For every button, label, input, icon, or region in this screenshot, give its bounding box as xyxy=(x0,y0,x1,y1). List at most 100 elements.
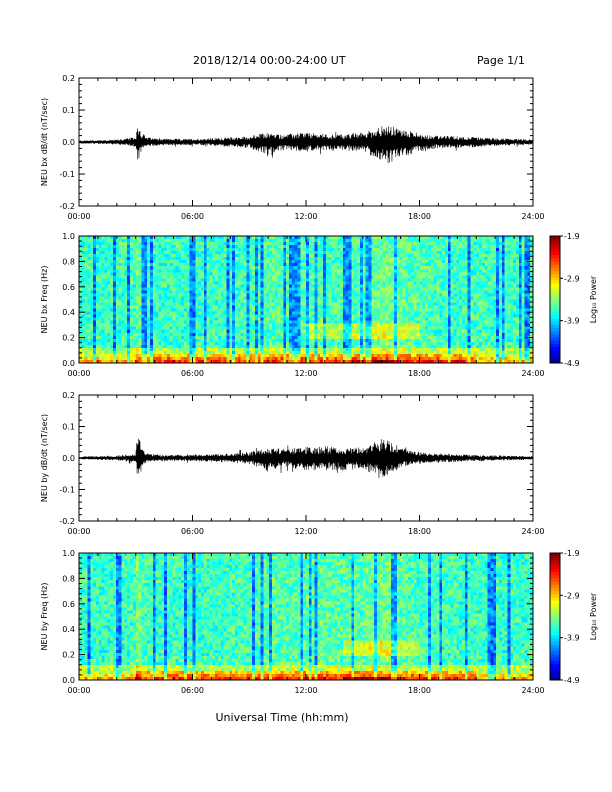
colorbar-swatch xyxy=(550,581,560,586)
x-tick-label: 24:00 xyxy=(521,527,544,536)
colorbar-swatch xyxy=(550,603,560,608)
spectrogram-cells xyxy=(79,236,534,364)
colorbar-swatch xyxy=(550,594,560,598)
colorbar-swatch xyxy=(550,556,560,560)
colorbar-swatch xyxy=(550,572,560,576)
y-tick-label: 0.0 xyxy=(62,676,75,685)
y-axis-label: NEU by Freq (Hz) xyxy=(40,583,49,651)
y-tick-label: 0.2 xyxy=(62,391,75,400)
colorbar-tick-label: -3.9 xyxy=(564,317,580,326)
colorbar-tick-label: -1.9 xyxy=(564,549,580,558)
colorbar-swatch xyxy=(550,350,560,354)
y-axis-label: NEU by dB/dt (nT/sec) xyxy=(40,414,49,502)
spectrogram-cells xyxy=(79,553,534,681)
y-tick-label: 0.6 xyxy=(62,600,75,609)
colorbar-swatch xyxy=(550,334,560,338)
colorbar-swatch xyxy=(550,606,560,611)
x-tick-label: 12:00 xyxy=(294,527,317,536)
colorbar-frame xyxy=(549,235,561,364)
colorbar-swatch xyxy=(550,568,560,573)
colorbar-swatch xyxy=(550,575,560,579)
colorbar-swatch xyxy=(550,654,560,659)
y-tick-label: 0.1 xyxy=(62,106,75,115)
colorbar-swatch xyxy=(550,565,560,570)
colorbar-swatch xyxy=(550,638,560,643)
x-tick-label: 12:00 xyxy=(294,212,317,221)
x-tick-label: 18:00 xyxy=(408,212,431,221)
x-tick-label: 18:00 xyxy=(408,369,431,378)
y-axis-label: NEU bx dB/dt (nT/sec) xyxy=(40,98,49,186)
colorbar-tick-label: -4.9 xyxy=(564,676,580,685)
colorbar-swatch xyxy=(550,347,560,351)
y-tick-label: 0.1 xyxy=(62,423,75,432)
colorbar-swatch xyxy=(550,353,560,358)
colorbar-swatch xyxy=(550,622,560,627)
colorbar-swatch xyxy=(550,562,560,567)
colorbar-swatch xyxy=(550,657,560,662)
colorbar-swatch xyxy=(550,553,560,557)
colorbar-swatch xyxy=(550,239,560,243)
colorbar-swatch xyxy=(550,242,560,246)
colorbar-swatch xyxy=(550,667,560,671)
colorbar-swatch xyxy=(550,616,560,621)
colorbar-swatch xyxy=(550,559,560,563)
colorbar-swatch xyxy=(550,610,560,614)
y-tick-label: 0.6 xyxy=(62,283,75,292)
x-tick-label: 12:00 xyxy=(294,369,317,378)
page-indicator: Page 1/1 xyxy=(477,54,525,67)
colorbar-label: Log₁₀ Power xyxy=(589,275,598,323)
colorbar-swatch xyxy=(550,632,560,636)
colorbar-swatch xyxy=(550,613,560,617)
colorbar: -1.9 -2.9 -3.9 -4.9 Log₁₀ Power xyxy=(549,232,598,368)
y-tick-label: 0.0 xyxy=(62,138,75,147)
colorbar-swatch xyxy=(550,343,560,348)
y-tick-label: -0.2 xyxy=(59,202,75,211)
colorbar-swatch xyxy=(550,305,560,310)
colorbar-swatch xyxy=(550,626,560,630)
colorbar-swatch xyxy=(550,670,560,675)
chart-title: 2018/12/14 00:00-24:00 UT xyxy=(193,54,346,67)
spectrogram-panel-4: 00:00 06:00 12:00 18:00 24:00 1.0 0.8 0.6 0.4 0.2… xyxy=(40,549,598,695)
colorbar-swatch xyxy=(550,245,560,250)
colorbar-tick-label: -4.9 xyxy=(564,359,580,368)
y-tick-label: 0.8 xyxy=(62,574,75,583)
y-tick-label: -0.2 xyxy=(59,517,75,526)
spectrogram-panel-2: 00:00 06:00 12:00 18:00 24:00 1.0 0.8 0.6 0.4 0.2… xyxy=(40,232,598,378)
y-tick-label: -0.1 xyxy=(59,486,75,495)
colorbar-swatch xyxy=(550,299,560,304)
colorbar-swatch xyxy=(550,600,560,605)
y-tick-label: 0.0 xyxy=(62,359,75,368)
colorbar-swatch xyxy=(550,331,560,335)
colorbar-swatch xyxy=(550,587,560,592)
colorbar-swatch xyxy=(550,255,560,259)
colorbar: -1.9 -2.9 -3.9 -4.9 Log₁₀ Power xyxy=(549,549,598,685)
colorbar-swatch xyxy=(550,340,560,345)
colorbar-swatch xyxy=(550,641,560,646)
colorbar-swatch xyxy=(550,309,560,313)
colorbar-swatch xyxy=(550,597,560,602)
colorbar-swatch xyxy=(550,280,560,285)
colorbar-swatch xyxy=(550,660,560,665)
colorbar-swatch xyxy=(550,258,560,262)
colorbar-swatch xyxy=(550,648,560,652)
colorbar-swatch xyxy=(550,248,560,253)
signal-trace xyxy=(78,438,534,479)
colorbar-swatch xyxy=(550,236,560,240)
colorbar-frame xyxy=(549,552,561,681)
colorbar-swatch xyxy=(550,324,560,329)
y-tick-label: 0.2 xyxy=(62,74,75,83)
x-tick-label: 06:00 xyxy=(181,686,204,695)
colorbar-swatch xyxy=(550,578,560,582)
colorbar-swatch xyxy=(550,261,560,265)
colorbar-swatch xyxy=(550,302,560,307)
colorbar-swatch xyxy=(550,584,560,589)
colorbar-swatch xyxy=(550,676,560,681)
y-tick-label: 0.8 xyxy=(62,257,75,266)
colorbar-tick-label: -2.9 xyxy=(564,274,580,283)
x-tick-label: 24:00 xyxy=(521,369,544,378)
y-tick-label: 0.2 xyxy=(62,334,75,343)
colorbar-swatch xyxy=(550,356,560,361)
colorbar-swatch xyxy=(550,635,560,640)
signal-trace xyxy=(78,126,534,164)
